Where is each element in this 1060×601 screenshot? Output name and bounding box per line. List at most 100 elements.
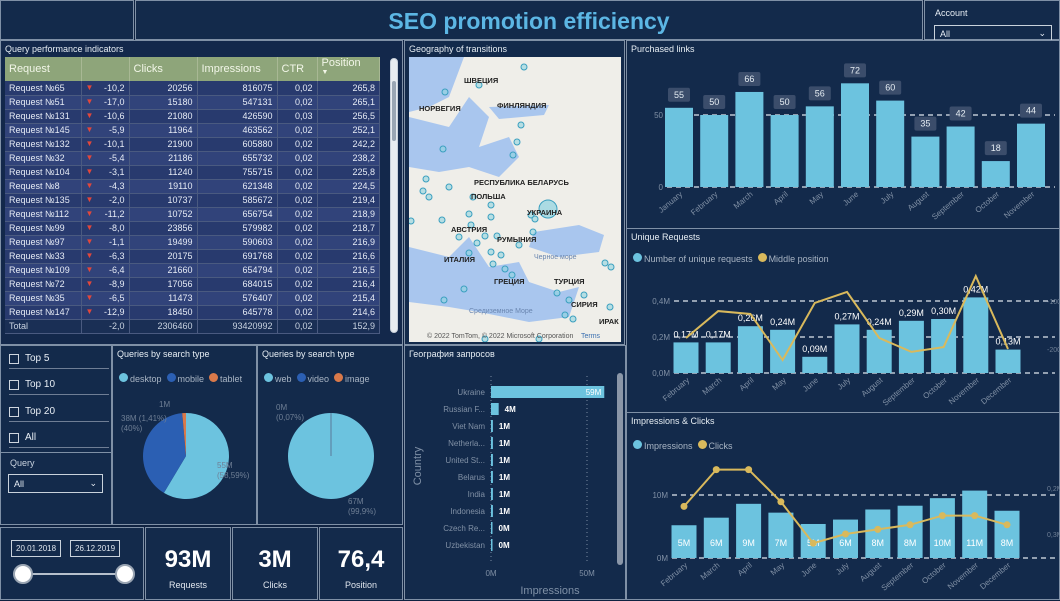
table-scrollbar[interactable] bbox=[390, 58, 398, 333]
line-point[interactable] bbox=[777, 498, 784, 505]
checkbox-top10[interactable]: Top 10 bbox=[9, 375, 109, 395]
bar[interactable] bbox=[771, 115, 799, 187]
map-point[interactable] bbox=[439, 217, 445, 223]
map-point[interactable] bbox=[502, 266, 508, 272]
map-point[interactable] bbox=[488, 202, 494, 208]
col-delta[interactable] bbox=[81, 57, 129, 81]
bar[interactable] bbox=[491, 505, 493, 517]
bar[interactable] bbox=[770, 330, 795, 373]
bar[interactable] bbox=[491, 539, 493, 551]
col-request[interactable]: Request bbox=[5, 57, 81, 81]
line-point[interactable] bbox=[874, 526, 881, 533]
bar[interactable] bbox=[736, 504, 761, 558]
bar[interactable] bbox=[491, 488, 493, 500]
line-point[interactable] bbox=[842, 531, 849, 538]
map-point[interactable] bbox=[441, 297, 447, 303]
map-point[interactable] bbox=[409, 218, 414, 224]
bar[interactable] bbox=[674, 342, 699, 373]
scrollbar-thumb[interactable] bbox=[392, 81, 396, 141]
account-dropdown[interactable]: All⌄ bbox=[934, 25, 1052, 41]
geo-scrollbar[interactable] bbox=[617, 373, 623, 565]
bar[interactable] bbox=[700, 115, 728, 187]
bar[interactable] bbox=[491, 522, 493, 534]
map-point[interactable] bbox=[570, 316, 576, 322]
line-point[interactable] bbox=[907, 521, 914, 528]
col-ctr[interactable]: CTR bbox=[277, 57, 317, 81]
bar[interactable] bbox=[898, 506, 923, 558]
map-point[interactable] bbox=[420, 188, 426, 194]
bar[interactable] bbox=[841, 83, 869, 187]
map-point[interactable] bbox=[490, 261, 496, 267]
map-point[interactable] bbox=[514, 139, 520, 145]
bar[interactable] bbox=[835, 324, 860, 373]
line-point[interactable] bbox=[1004, 521, 1011, 528]
map-point[interactable] bbox=[488, 249, 494, 255]
bar[interactable] bbox=[995, 511, 1020, 558]
col-impressions[interactable]: Impressions bbox=[197, 57, 277, 81]
bar[interactable] bbox=[963, 297, 988, 373]
line-point[interactable] bbox=[681, 503, 688, 510]
bar[interactable] bbox=[1017, 124, 1045, 187]
date-to-input[interactable]: 26.12.2019 bbox=[70, 540, 120, 557]
line-point[interactable] bbox=[810, 540, 817, 547]
bar[interactable] bbox=[947, 127, 975, 187]
bar[interactable] bbox=[876, 101, 904, 187]
checkbox-top20[interactable]: Top 20 bbox=[9, 402, 109, 422]
date-slider-track[interactable] bbox=[23, 573, 125, 575]
date-slider-start-handle[interactable] bbox=[13, 564, 33, 584]
map-point[interactable] bbox=[607, 304, 613, 310]
map-point[interactable] bbox=[440, 146, 446, 152]
bar[interactable] bbox=[865, 509, 890, 558]
map-point[interactable] bbox=[510, 152, 516, 158]
map-point[interactable] bbox=[562, 312, 568, 318]
line-point[interactable] bbox=[745, 466, 752, 473]
map-point[interactable] bbox=[602, 260, 608, 266]
bar[interactable] bbox=[665, 108, 693, 187]
line-point[interactable] bbox=[713, 466, 720, 473]
map-point[interactable] bbox=[423, 176, 429, 182]
bar[interactable] bbox=[738, 326, 763, 373]
map-point[interactable] bbox=[461, 286, 467, 292]
map-point[interactable] bbox=[518, 122, 524, 128]
bar[interactable] bbox=[491, 437, 493, 449]
col-position[interactable]: Position▼ bbox=[317, 57, 380, 81]
bar[interactable] bbox=[982, 161, 1010, 187]
map-point[interactable] bbox=[488, 214, 494, 220]
checkbox-top5[interactable]: Top 5 bbox=[9, 349, 109, 369]
date-from-input[interactable]: 20.01.2018 bbox=[11, 540, 61, 557]
map-point[interactable] bbox=[456, 234, 462, 240]
bar[interactable] bbox=[768, 513, 793, 558]
map-point[interactable] bbox=[446, 184, 452, 190]
checkbox-all[interactable]: All bbox=[9, 428, 109, 448]
bar[interactable] bbox=[899, 321, 924, 373]
bar[interactable] bbox=[930, 498, 955, 558]
bar[interactable] bbox=[491, 454, 493, 466]
map-point[interactable] bbox=[554, 290, 560, 296]
bar[interactable] bbox=[735, 92, 763, 187]
map-point[interactable] bbox=[426, 194, 432, 200]
bar[interactable] bbox=[706, 342, 731, 373]
map-point[interactable] bbox=[608, 264, 614, 270]
date-slider-end-handle[interactable] bbox=[115, 564, 135, 584]
line-point[interactable] bbox=[939, 512, 946, 519]
bar[interactable] bbox=[802, 357, 827, 373]
map-point[interactable] bbox=[474, 240, 480, 246]
bar[interactable] bbox=[491, 420, 493, 432]
map-point[interactable] bbox=[442, 89, 448, 95]
